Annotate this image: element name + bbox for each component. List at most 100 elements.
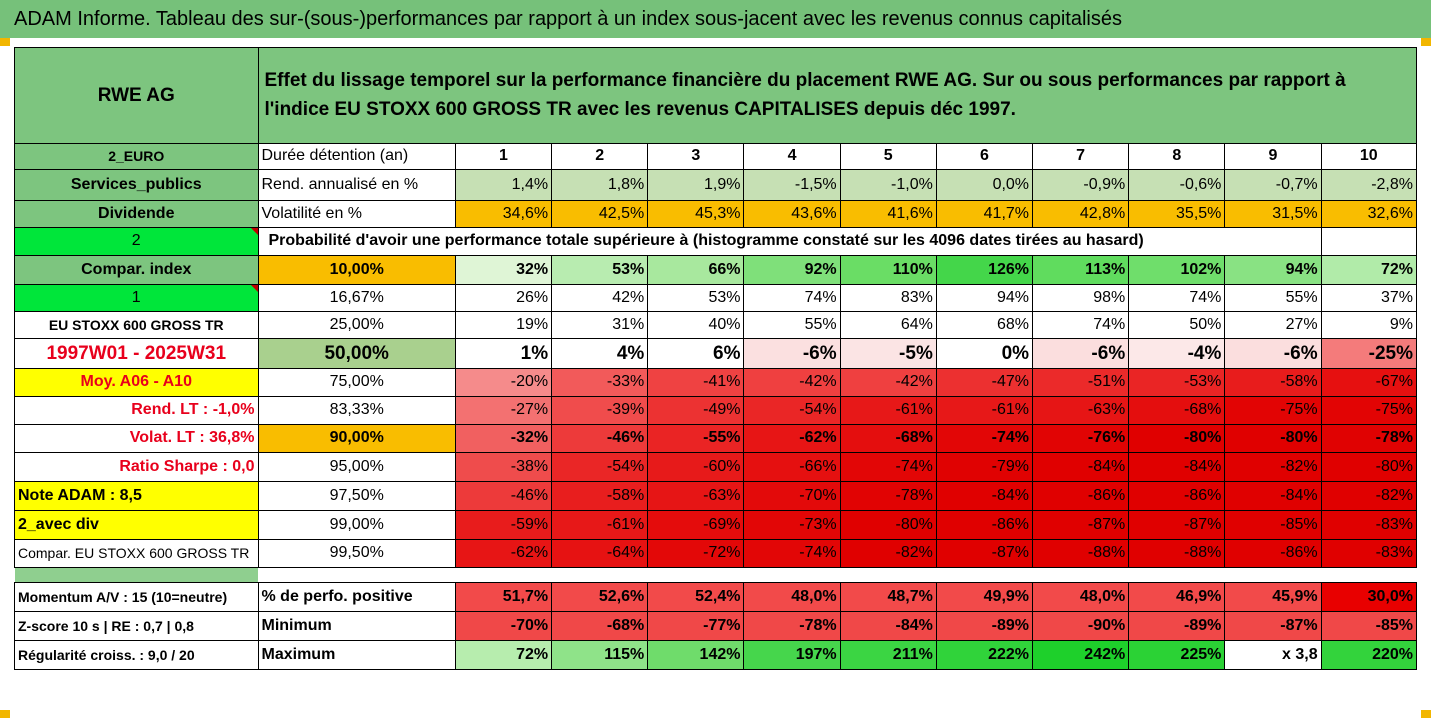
value-cell: -46% — [454, 481, 553, 511]
table-row: Ratio Sharpe : 0,0 95,00% -38% -54% -60% -66%… — [14, 452, 1418, 482]
value-cell: -85% — [1224, 510, 1322, 540]
value-cell: 98% — [1032, 284, 1130, 312]
value-cell: 40% — [647, 311, 745, 339]
footer-value-cell: 48,0% — [743, 582, 841, 612]
value-cell: 92% — [743, 255, 841, 285]
row-label: 2_EURO — [14, 143, 259, 170]
separator-row — [14, 567, 1417, 583]
separator-cell — [14, 567, 258, 583]
footer-label: Régularité croiss. : 9,0 / 20 — [14, 640, 259, 670]
value-cell: 4% — [551, 338, 649, 369]
value-cell: -82% — [1320, 481, 1418, 511]
value-cell: 55% — [743, 311, 841, 339]
value-cell: -46% — [551, 424, 649, 453]
value-cell: 35,5% — [1128, 200, 1226, 228]
value-cell: 94% — [935, 284, 1034, 312]
value-cell: 1,8% — [551, 169, 649, 201]
row-key: 97,50% — [257, 481, 456, 511]
footer-label: Momentum A/V : 15 (10=neutre) — [14, 582, 259, 612]
value-cell: -73% — [743, 510, 841, 540]
value-cell: -61% — [839, 396, 937, 425]
value-cell: -61% — [935, 396, 1034, 425]
row-label: Rend. LT : -1,0% — [14, 396, 259, 425]
value-cell: -84% — [1128, 452, 1226, 482]
value-cell: -74% — [935, 424, 1034, 453]
table-row: Moy. A06 - A10 75,00% -20% -33% -41% -42% -42%… — [14, 368, 1418, 397]
row-key: Rend. annualisé en % — [257, 169, 456, 201]
value-cell: -0,7% — [1224, 169, 1322, 201]
value-cell: 55% — [1224, 284, 1322, 312]
value-cell: 19% — [454, 311, 553, 339]
value-cell: -27% — [454, 396, 553, 425]
value-cell: -64% — [551, 539, 649, 568]
value-cell: -6% — [1032, 338, 1130, 369]
value-cell: -47% — [935, 368, 1034, 397]
value-cell: 74% — [743, 284, 841, 312]
value-cell: -4% — [1128, 338, 1226, 369]
footer-value-cell: -68% — [551, 611, 649, 641]
corner-marker-left — [0, 38, 10, 46]
value-cell: 41,7% — [935, 200, 1034, 228]
footer-value-cell: 46,9% — [1128, 582, 1226, 612]
value-cell: 126% — [935, 255, 1034, 285]
value-cell: -63% — [647, 481, 745, 511]
table-row: EU STOXX 600 GROSS TR 25,00% 19% 31% 40% 55% 6… — [14, 311, 1418, 339]
value-cell: -2,8% — [1320, 169, 1418, 201]
footer-value-cell: 242% — [1032, 640, 1130, 670]
row-key: 90,00% — [257, 424, 456, 453]
table-row: Rend. LT : -1,0% 83,33% -27% -39% -49% -54% -6… — [14, 396, 1418, 425]
value-cell: -62% — [743, 424, 841, 453]
stock-name: RWE AG — [14, 47, 259, 144]
value-cell: -74% — [839, 452, 937, 482]
footer-value-cell: 52,6% — [551, 582, 649, 612]
value-cell: 43,6% — [743, 200, 841, 228]
value-cell: -80% — [1128, 424, 1226, 453]
row-label: 2 — [14, 227, 259, 256]
value-cell: 68% — [935, 311, 1034, 339]
value-cell: 66% — [647, 255, 745, 285]
value-cell: 45,3% — [647, 200, 745, 228]
value-cell: -69% — [647, 510, 745, 540]
value-cell: -59% — [454, 510, 553, 540]
footer-value-cell: 197% — [743, 640, 841, 670]
footer-value-cell: 72% — [454, 640, 553, 670]
value-cell: -66% — [743, 452, 841, 482]
value-cell: -55% — [647, 424, 745, 453]
value-cell: -53% — [1128, 368, 1226, 397]
value-cell: -75% — [1224, 396, 1322, 425]
value-cell: -75% — [1320, 396, 1418, 425]
value-cell: -82% — [839, 539, 937, 568]
value-cell: -60% — [647, 452, 745, 482]
footer-row: Momentum A/V : 15 (10=neutre)% de perfo.… — [14, 582, 1418, 612]
value-cell: -0,6% — [1128, 169, 1226, 201]
table-row: 2_avec div 99,00% -59% -61% -69% -73% -80% -86%… — [14, 510, 1418, 540]
value-cell: -0,9% — [1032, 169, 1130, 201]
value-cell: -42% — [839, 368, 937, 397]
row-label: Ratio Sharpe : 0,0 — [14, 452, 259, 482]
value-cell: -42% — [743, 368, 841, 397]
value-cell: -80% — [1320, 452, 1418, 482]
footer-value-cell: 45,9% — [1224, 582, 1322, 612]
row-key: 10,00% — [257, 255, 456, 285]
value-cell: -74% — [743, 539, 841, 568]
value-cell: -83% — [1320, 510, 1418, 540]
value-cell: -84% — [1032, 452, 1130, 482]
value-cell: -72% — [647, 539, 745, 568]
row-key: 25,00% — [257, 311, 456, 339]
footer-label: Z-score 10 s | RE : 0,7 | 0,8 — [14, 611, 259, 641]
row-key: 99,00% — [257, 510, 456, 540]
value-cell: 34,6% — [454, 200, 553, 228]
value-cell: 32% — [454, 255, 553, 285]
footer-value-cell: -84% — [839, 611, 937, 641]
footer-row: Régularité croiss. : 9,0 / 20 Maximum 72% 1… — [14, 640, 1418, 670]
value-cell: 42,5% — [551, 200, 649, 228]
value-cell: 53% — [647, 284, 745, 312]
footer-value-cell: x 3,8 — [1224, 640, 1322, 670]
value-cell: 9 — [1224, 143, 1322, 170]
row-label: Note ADAM : 8,5 — [14, 481, 259, 511]
value-cell: 37% — [1320, 284, 1418, 312]
value-cell: -84% — [1224, 481, 1322, 511]
value-cell: -38% — [454, 452, 553, 482]
value-cell: -54% — [551, 452, 649, 482]
value-cell: 10 — [1320, 143, 1418, 170]
